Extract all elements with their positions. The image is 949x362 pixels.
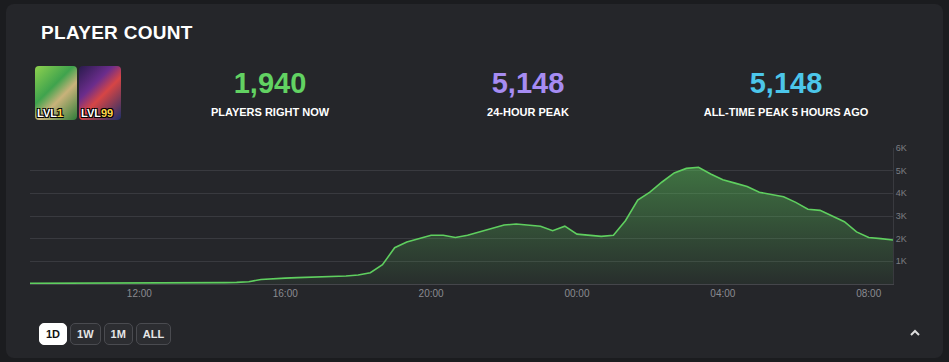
html-text:PLAYER COUNT: PLAYER COUNT — [41, 22, 193, 43]
svg-text:1K: 1K — [896, 256, 907, 266]
svg-text:4K: 4K — [896, 188, 907, 198]
html-text:LVL 1: LVL 1 — [37, 107, 64, 119]
html-text:24-HOUR PEAK: 24-HOUR PEAK — [487, 106, 569, 118]
svg-text:12:00: 12:00 — [127, 288, 152, 299]
html-text:1,940: 1,940 — [233, 67, 307, 99]
svg-text:2K: 2K — [896, 234, 907, 244]
html-text:1D: 1D — [46, 328, 61, 340]
svg-text:00:00: 00:00 — [564, 288, 589, 299]
html-text:5,148: 5,148 — [491, 67, 565, 99]
svg-text:04:00: 04:00 — [710, 288, 735, 299]
html-text:LVL 99: LVL 99 — [81, 107, 114, 119]
html-text:1W: 1W — [77, 328, 94, 340]
html-text:PLAYERS RIGHT NOW: PLAYERS RIGHT NOW — [210, 106, 330, 118]
svg-text:3K: 3K — [896, 211, 907, 221]
svg-text:5K: 5K — [896, 166, 907, 176]
svg-text:08:00: 08:00 — [856, 288, 881, 299]
html-text:ALL: ALL — [142, 328, 165, 340]
svg-text:16:00: 16:00 — [273, 288, 298, 299]
svg-text:20:00: 20:00 — [419, 288, 444, 299]
html-text:5,148: 5,148 — [749, 67, 823, 99]
html-text:1M: 1M — [110, 328, 126, 340]
html-text:ALL-TIME PEAK 5 HOURS AGO: ALL-TIME PEAK 5 HOURS AGO — [703, 106, 869, 118]
svg-text:6K: 6K — [896, 143, 907, 153]
